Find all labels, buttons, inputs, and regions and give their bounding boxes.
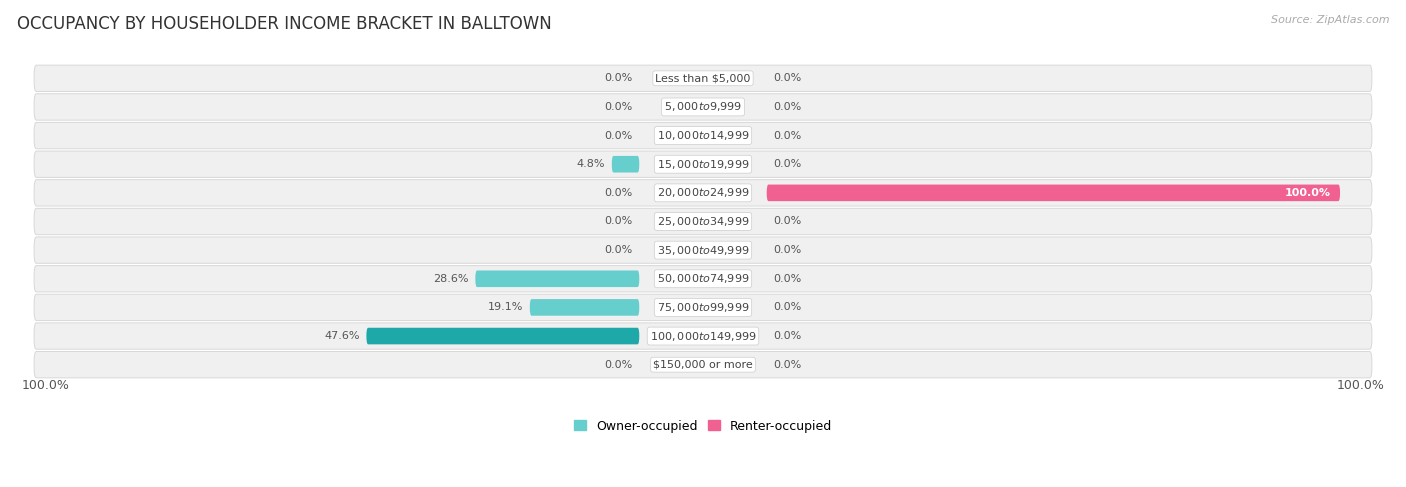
FancyBboxPatch shape (475, 270, 640, 287)
Text: $20,000 to $24,999: $20,000 to $24,999 (657, 187, 749, 199)
Text: 0.0%: 0.0% (605, 360, 633, 370)
Text: 0.0%: 0.0% (773, 274, 801, 284)
Text: 0.0%: 0.0% (605, 245, 633, 255)
FancyBboxPatch shape (612, 156, 640, 172)
Text: $35,000 to $49,999: $35,000 to $49,999 (657, 244, 749, 257)
Text: 0.0%: 0.0% (605, 217, 633, 226)
Text: $100,000 to $149,999: $100,000 to $149,999 (650, 330, 756, 342)
Text: 0.0%: 0.0% (773, 159, 801, 169)
Text: 100.0%: 100.0% (1337, 379, 1385, 392)
Text: 0.0%: 0.0% (773, 302, 801, 313)
FancyBboxPatch shape (530, 299, 640, 316)
Text: 0.0%: 0.0% (773, 360, 801, 370)
Text: 0.0%: 0.0% (605, 188, 633, 198)
Text: 0.0%: 0.0% (605, 131, 633, 141)
FancyBboxPatch shape (34, 122, 1372, 149)
Text: $5,000 to $9,999: $5,000 to $9,999 (664, 100, 742, 113)
FancyBboxPatch shape (367, 328, 640, 344)
Text: 0.0%: 0.0% (605, 74, 633, 83)
Text: 0.0%: 0.0% (773, 131, 801, 141)
Text: $50,000 to $74,999: $50,000 to $74,999 (657, 272, 749, 285)
Text: 47.6%: 47.6% (325, 331, 360, 341)
Text: $15,000 to $19,999: $15,000 to $19,999 (657, 158, 749, 171)
Text: 100.0%: 100.0% (1285, 188, 1330, 198)
Text: $10,000 to $14,999: $10,000 to $14,999 (657, 129, 749, 142)
FancyBboxPatch shape (34, 151, 1372, 177)
Text: 19.1%: 19.1% (488, 302, 523, 313)
FancyBboxPatch shape (766, 185, 1340, 201)
Text: OCCUPANCY BY HOUSEHOLDER INCOME BRACKET IN BALLTOWN: OCCUPANCY BY HOUSEHOLDER INCOME BRACKET … (17, 15, 551, 33)
FancyBboxPatch shape (34, 265, 1372, 292)
Text: 28.6%: 28.6% (433, 274, 470, 284)
Text: $75,000 to $99,999: $75,000 to $99,999 (657, 301, 749, 314)
Text: 0.0%: 0.0% (773, 245, 801, 255)
FancyBboxPatch shape (34, 237, 1372, 263)
FancyBboxPatch shape (34, 65, 1372, 92)
Text: Less than $5,000: Less than $5,000 (655, 74, 751, 83)
FancyBboxPatch shape (34, 323, 1372, 349)
Text: 0.0%: 0.0% (773, 74, 801, 83)
Text: 100.0%: 100.0% (21, 379, 69, 392)
Text: $25,000 to $34,999: $25,000 to $34,999 (657, 215, 749, 228)
Text: 0.0%: 0.0% (773, 217, 801, 226)
Text: 0.0%: 0.0% (773, 331, 801, 341)
Text: $150,000 or more: $150,000 or more (654, 360, 752, 370)
Text: Source: ZipAtlas.com: Source: ZipAtlas.com (1271, 15, 1389, 25)
FancyBboxPatch shape (34, 208, 1372, 235)
FancyBboxPatch shape (34, 180, 1372, 206)
FancyBboxPatch shape (34, 294, 1372, 320)
FancyBboxPatch shape (34, 94, 1372, 120)
FancyBboxPatch shape (34, 352, 1372, 378)
Legend: Owner-occupied, Renter-occupied: Owner-occupied, Renter-occupied (569, 416, 837, 436)
Text: 0.0%: 0.0% (773, 102, 801, 112)
Text: 4.8%: 4.8% (576, 159, 606, 169)
Text: 0.0%: 0.0% (605, 102, 633, 112)
